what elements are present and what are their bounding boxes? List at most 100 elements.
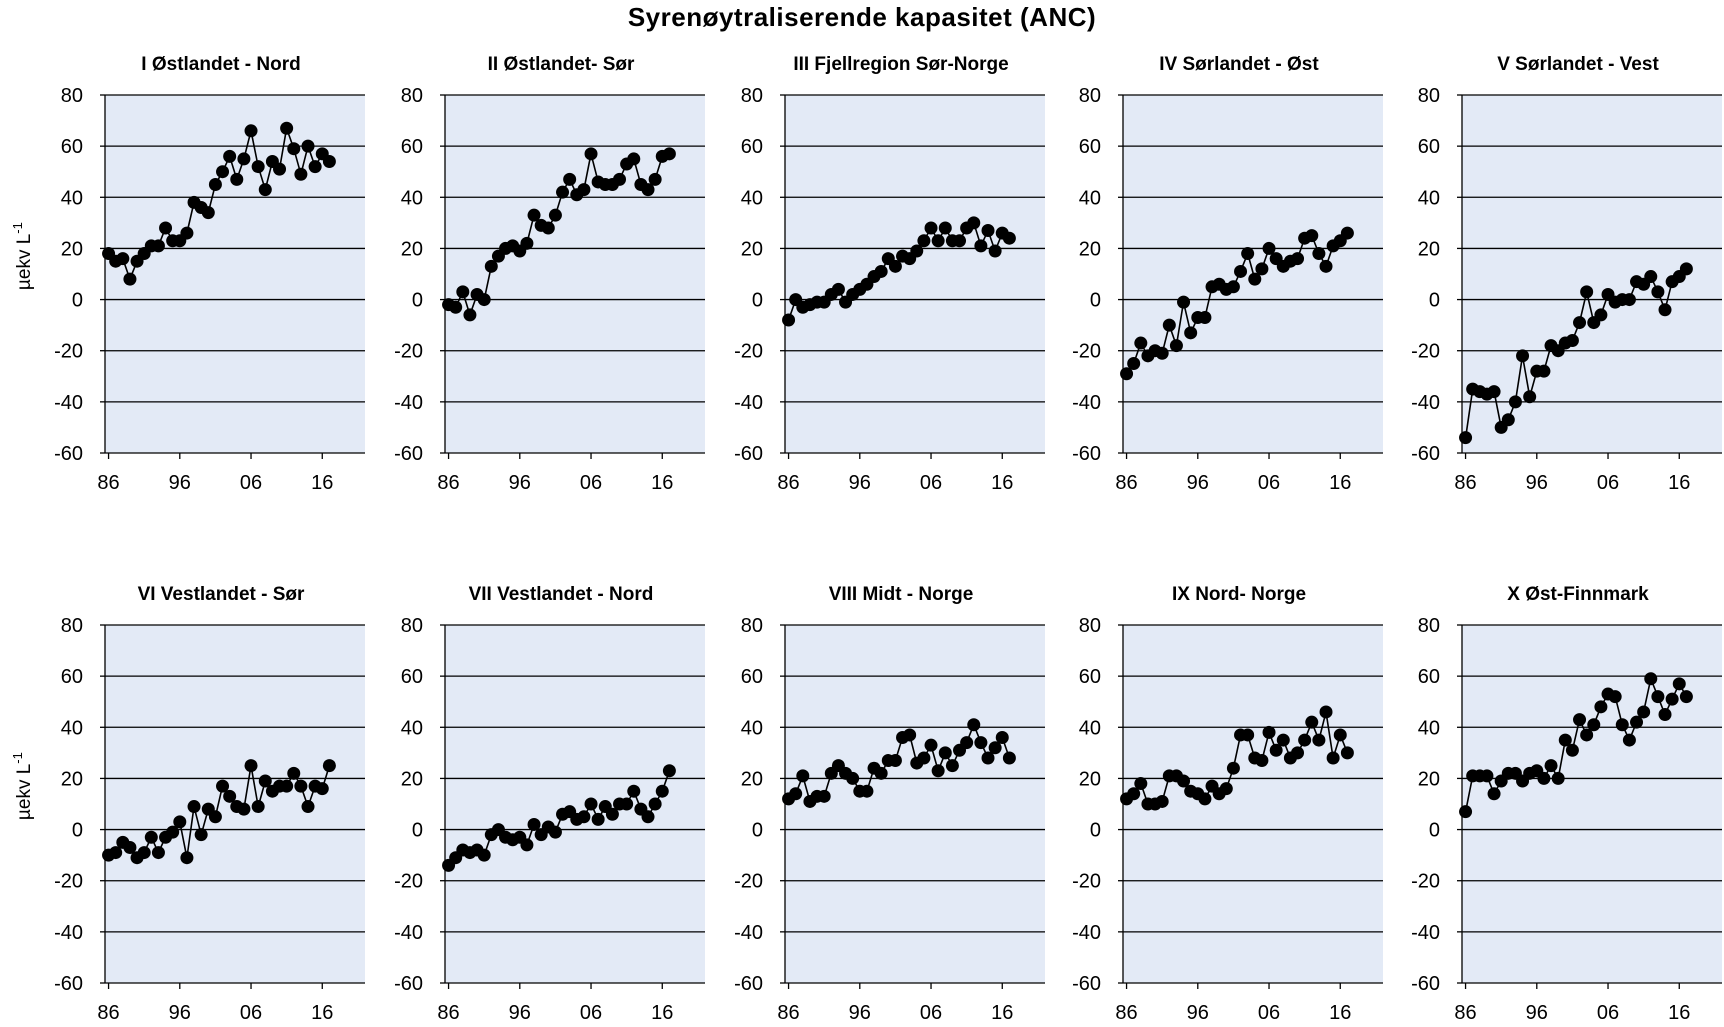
data-point bbox=[974, 239, 988, 253]
y-tick-label: -20 bbox=[394, 871, 423, 893]
data-point bbox=[556, 185, 570, 199]
x-tick-label: 86 bbox=[437, 472, 459, 494]
data-point bbox=[1622, 293, 1636, 307]
y-tick-label: 80 bbox=[1079, 85, 1101, 107]
data-point bbox=[137, 846, 151, 860]
data-point bbox=[251, 160, 265, 174]
data-point bbox=[151, 239, 165, 253]
data-point bbox=[648, 172, 662, 186]
data-point bbox=[244, 759, 258, 773]
chart-panel-7: -60 -40 -20 0 20 40 60 80 86 96 06 16 VII Vestlandet… bbox=[394, 584, 705, 1024]
data-point bbox=[1333, 728, 1347, 742]
chart-panel-10: -60 -40 -20 0 20 40 60 80 86 96 06 16 X Øst-Finnmark bbox=[1411, 584, 1722, 1024]
chart-panel-4: -60 -40 -20 0 20 40 60 80 86 96 06 16 IV Sørlandet -… bbox=[1072, 54, 1383, 494]
data-point bbox=[1120, 367, 1134, 381]
data-point bbox=[1291, 252, 1305, 266]
chart-title: IV Sørlandet - Øst bbox=[1159, 54, 1319, 75]
y-tick-label: 0 bbox=[1429, 290, 1440, 312]
data-point bbox=[1630, 715, 1644, 729]
y-axis-label: µekv L-1 bbox=[10, 752, 35, 820]
y-tick-label: 80 bbox=[741, 85, 763, 107]
y-axis-label: µekv L-1 bbox=[10, 222, 35, 290]
data-point bbox=[605, 807, 619, 821]
data-point bbox=[1580, 728, 1594, 742]
data-point bbox=[1651, 285, 1665, 299]
chart-title: I Østlandet - Nord bbox=[141, 54, 300, 75]
data-point bbox=[1155, 346, 1169, 360]
data-point bbox=[1487, 787, 1501, 801]
y-tick-label: -40 bbox=[1072, 392, 1101, 414]
data-point bbox=[874, 264, 888, 278]
data-point bbox=[1594, 308, 1608, 322]
data-point bbox=[1276, 733, 1290, 747]
y-tick-label: -40 bbox=[734, 922, 763, 944]
y-tick-label: -60 bbox=[1411, 973, 1440, 995]
chart-title: IX Nord- Norge bbox=[1172, 584, 1306, 605]
data-point bbox=[1184, 326, 1198, 340]
data-point bbox=[1537, 364, 1551, 378]
data-point bbox=[477, 848, 491, 862]
y-tick-label: 0 bbox=[1090, 820, 1101, 842]
data-point bbox=[1248, 272, 1262, 286]
data-point bbox=[208, 810, 222, 824]
data-point bbox=[662, 147, 676, 161]
data-point bbox=[910, 244, 924, 258]
data-point bbox=[1565, 743, 1579, 757]
x-tick-label: 16 bbox=[311, 1002, 333, 1024]
data-point bbox=[1319, 705, 1333, 719]
data-point bbox=[1155, 794, 1169, 808]
data-point bbox=[1162, 318, 1176, 332]
data-point bbox=[1594, 700, 1608, 714]
data-point bbox=[620, 797, 634, 811]
data-point bbox=[924, 738, 938, 752]
data-point bbox=[888, 754, 902, 768]
data-point bbox=[123, 840, 137, 854]
data-point bbox=[308, 160, 322, 174]
x-tick-label: 96 bbox=[509, 472, 531, 494]
chart-title: VI Vestlandet - Sør bbox=[138, 584, 305, 605]
x-tick-label: 96 bbox=[169, 1002, 191, 1024]
y-tick-label: 20 bbox=[61, 768, 83, 790]
data-point bbox=[967, 216, 981, 230]
data-point bbox=[960, 736, 974, 750]
data-point bbox=[280, 121, 294, 135]
data-point bbox=[1326, 751, 1340, 765]
data-point bbox=[888, 259, 902, 273]
y-tick-label: -60 bbox=[394, 443, 423, 465]
y-tick-label: 60 bbox=[741, 136, 763, 158]
data-point bbox=[315, 782, 329, 796]
x-tick-label: 96 bbox=[1526, 472, 1548, 494]
chart-title: VII Vestlandet - Nord bbox=[469, 584, 654, 605]
data-point bbox=[244, 124, 258, 138]
data-point bbox=[159, 221, 173, 235]
data-point bbox=[1551, 771, 1565, 785]
y-tick-label: -20 bbox=[1411, 871, 1440, 893]
data-point bbox=[1305, 715, 1319, 729]
data-point bbox=[1658, 303, 1672, 317]
data-point bbox=[584, 797, 598, 811]
chart-panel-3: -60 -40 -20 0 20 40 60 80 86 96 06 16 III Fjellregio… bbox=[734, 54, 1045, 494]
data-point bbox=[1319, 259, 1333, 273]
data-point bbox=[180, 851, 194, 865]
plot-area bbox=[785, 95, 1045, 453]
y-tick-label: 40 bbox=[401, 187, 423, 209]
x-tick-label: 86 bbox=[1454, 1002, 1476, 1024]
y-tick-label: -40 bbox=[54, 392, 83, 414]
y-tick-label: 20 bbox=[1418, 238, 1440, 260]
data-point bbox=[151, 846, 165, 860]
x-tick-label: 16 bbox=[311, 472, 333, 494]
y-tick-label: 40 bbox=[1418, 717, 1440, 739]
data-point bbox=[208, 178, 222, 191]
data-point bbox=[180, 226, 194, 240]
data-point bbox=[1644, 672, 1658, 686]
y-tick-label: 40 bbox=[741, 717, 763, 739]
data-point bbox=[1622, 733, 1636, 747]
data-point bbox=[1198, 310, 1212, 324]
data-point bbox=[831, 282, 845, 296]
data-point bbox=[627, 152, 641, 166]
data-point bbox=[1219, 782, 1233, 796]
data-point bbox=[563, 172, 577, 186]
data-point bbox=[577, 183, 591, 197]
data-point bbox=[463, 308, 477, 322]
